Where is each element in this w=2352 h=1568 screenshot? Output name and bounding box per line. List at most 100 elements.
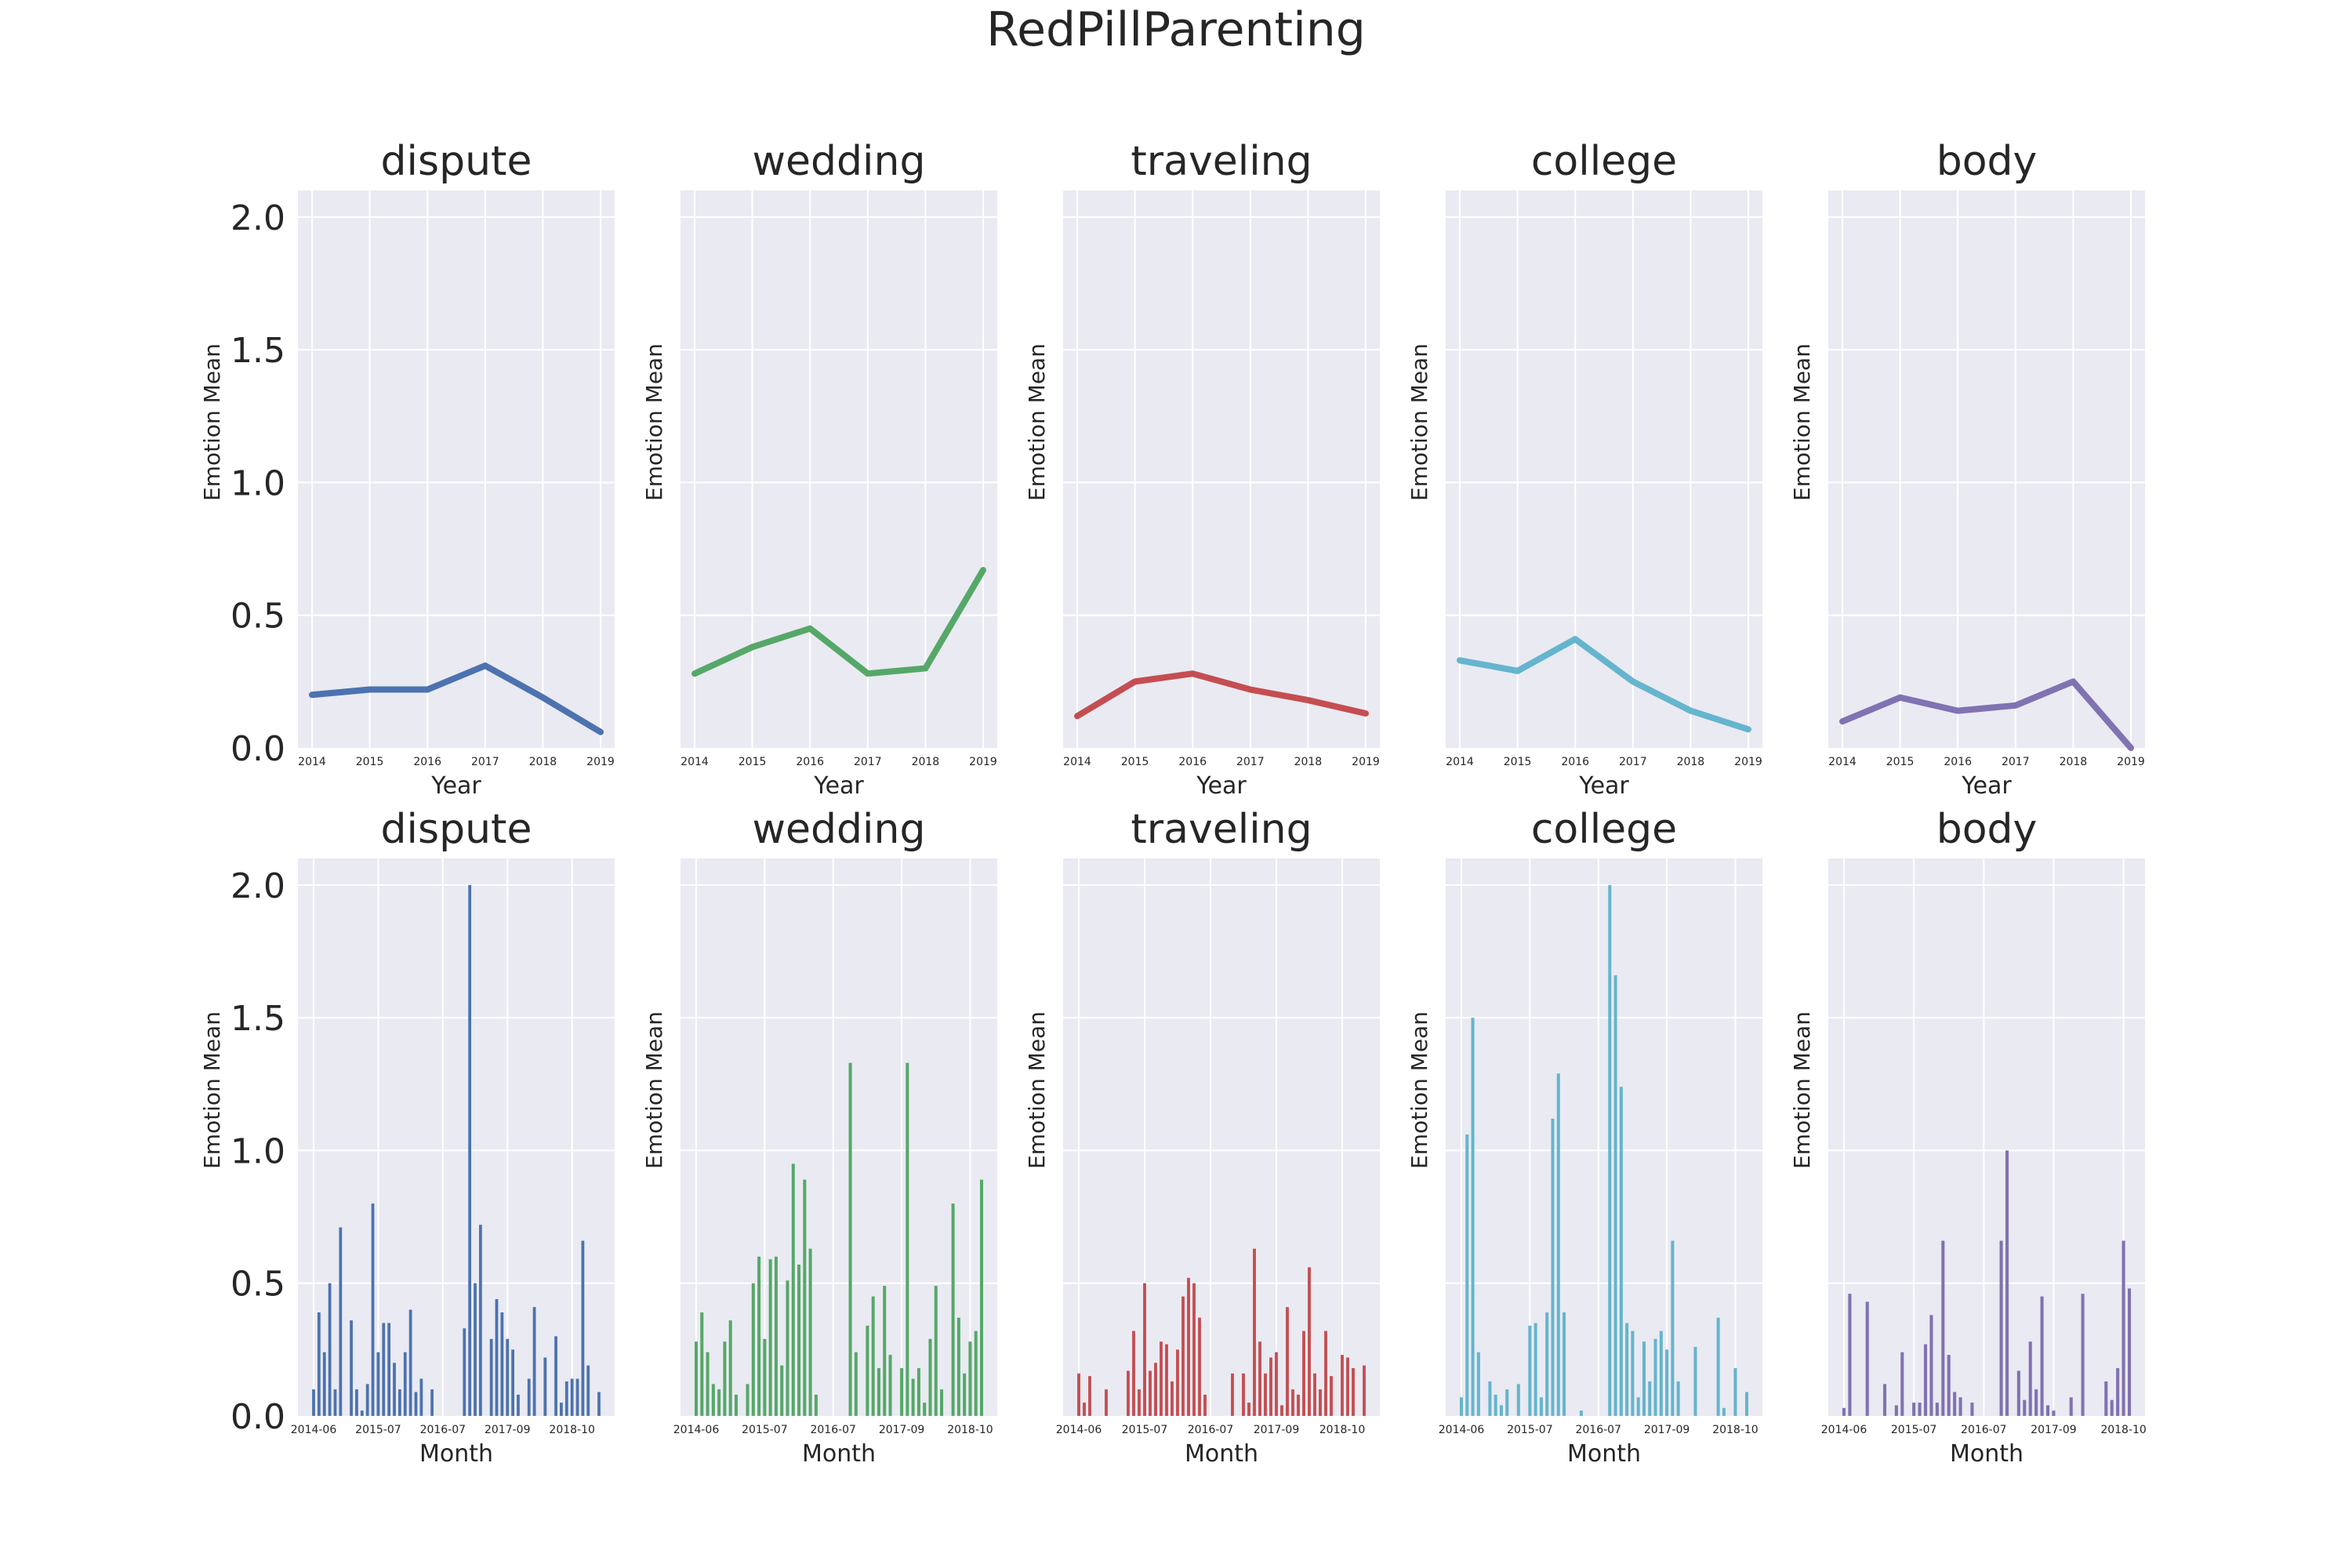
y-axis-label: Emotion Mean bbox=[1406, 1011, 1432, 1169]
x-axis-label: Year bbox=[813, 772, 864, 800]
bar bbox=[474, 1283, 477, 1416]
bar bbox=[1722, 1407, 1726, 1416]
x-axis-label: Month bbox=[419, 1440, 493, 1468]
bar bbox=[1671, 1240, 1675, 1416]
bar bbox=[575, 1378, 579, 1416]
x-tick-label: 2015-07 bbox=[355, 1424, 401, 1436]
x-tick-label: 2014-06 bbox=[1821, 1424, 1867, 1436]
bar bbox=[1716, 1317, 1720, 1416]
bar bbox=[2116, 1368, 2120, 1416]
y-tick-label: 2.0 bbox=[230, 198, 285, 238]
bar bbox=[500, 1312, 504, 1416]
bar bbox=[700, 1312, 704, 1416]
bar bbox=[940, 1389, 944, 1416]
y-tick-label: 1.0 bbox=[230, 463, 285, 503]
bar bbox=[1264, 1373, 1267, 1416]
bar bbox=[350, 1320, 353, 1416]
x-tick-label: 2016-07 bbox=[1188, 1424, 1234, 1436]
bar bbox=[1160, 1341, 1163, 1416]
bar bbox=[706, 1352, 710, 1416]
series-line bbox=[691, 567, 986, 677]
bar bbox=[1198, 1317, 1201, 1416]
x-tick-label: 2014 bbox=[298, 756, 326, 768]
bar bbox=[1676, 1381, 1680, 1416]
bar bbox=[543, 1357, 547, 1416]
bar bbox=[968, 1341, 972, 1416]
bar bbox=[956, 1317, 960, 1416]
bar bbox=[355, 1389, 358, 1416]
bar bbox=[1625, 1323, 1629, 1416]
subplot-traveling-yearly: Emotion Mean traveling Year 2014 2015 2016 201… bbox=[1024, 138, 1380, 800]
plot-background bbox=[1446, 191, 1762, 748]
x-tick-label: 2018-10 bbox=[947, 1424, 993, 1436]
bar bbox=[1631, 1330, 1635, 1416]
bar bbox=[1127, 1370, 1130, 1416]
subplot-body-yearly: Emotion Mean body Year 2014 2015 2016 2017 2018… bbox=[1789, 138, 2145, 800]
x-tick-label: 2015-07 bbox=[1507, 1424, 1553, 1436]
y-tick-label: 0.5 bbox=[230, 597, 285, 637]
bar bbox=[848, 1062, 852, 1416]
x-tick-label: 2014 bbox=[1446, 756, 1474, 768]
bar bbox=[1545, 1312, 1549, 1416]
bar bbox=[1848, 1294, 1852, 1416]
bar bbox=[1970, 1403, 1974, 1416]
x-axis-label: Month bbox=[802, 1440, 876, 1468]
subplot-college-monthly: Emotion Mean college Month 2014-06 2015-07 20… bbox=[1406, 806, 1762, 1468]
bar bbox=[1505, 1389, 1509, 1416]
y-tick-label: 2.0 bbox=[230, 866, 285, 906]
bar bbox=[1138, 1389, 1141, 1416]
bar bbox=[2052, 1410, 2056, 1416]
bar bbox=[2045, 1405, 2050, 1416]
x-tick-label: 2015 bbox=[739, 756, 767, 768]
plot-background bbox=[298, 858, 615, 1416]
subplot-title: wedding bbox=[753, 138, 926, 185]
bar bbox=[430, 1389, 434, 1416]
series-line bbox=[309, 662, 604, 735]
bar bbox=[1269, 1357, 1272, 1416]
bar bbox=[1459, 1397, 1464, 1416]
x-axis-label: Month bbox=[1567, 1440, 1641, 1468]
y-axis-label: Emotion Mean bbox=[199, 343, 225, 501]
x-tick-label: 2017 bbox=[854, 756, 882, 768]
x-axis-label: Year bbox=[1961, 772, 2012, 800]
x-tick-label: 2015-07 bbox=[1891, 1424, 1937, 1436]
bar bbox=[694, 1341, 699, 1416]
series-line bbox=[1457, 636, 1751, 733]
x-tick-label: 2016 bbox=[1944, 756, 1972, 768]
bar bbox=[717, 1389, 721, 1416]
bar bbox=[317, 1312, 321, 1416]
bar bbox=[1471, 1018, 1475, 1416]
bar bbox=[1528, 1325, 1532, 1416]
bar bbox=[1648, 1381, 1652, 1416]
x-tick-label: 2016-07 bbox=[420, 1424, 466, 1436]
bar bbox=[1918, 1403, 1922, 1416]
bar bbox=[1563, 1312, 1566, 1416]
bar bbox=[797, 1265, 801, 1416]
x-tick-label: 2014 bbox=[1063, 756, 1091, 768]
bar bbox=[1947, 1355, 1951, 1416]
bar bbox=[1143, 1283, 1146, 1416]
x-tick-label: 2016 bbox=[413, 756, 441, 768]
x-tick-label: 2017 bbox=[471, 756, 499, 768]
bar bbox=[527, 1378, 531, 1416]
bar bbox=[774, 1256, 778, 1416]
x-tick-label: 2019 bbox=[586, 756, 615, 768]
bar bbox=[1693, 1346, 1697, 1416]
bar bbox=[757, 1256, 761, 1416]
bar bbox=[1176, 1349, 1179, 1416]
bar bbox=[911, 1378, 915, 1416]
bar bbox=[883, 1286, 887, 1416]
x-tick-label: 2016-07 bbox=[810, 1424, 856, 1436]
bar bbox=[814, 1394, 818, 1416]
bar bbox=[2016, 1370, 2020, 1416]
bar bbox=[1929, 1315, 1933, 1416]
x-tick-label: 2018-10 bbox=[1712, 1424, 1759, 1436]
bar bbox=[365, 1384, 369, 1416]
bar bbox=[403, 1352, 407, 1416]
x-axis-label: Year bbox=[430, 772, 481, 800]
x-tick-label: 2019 bbox=[2117, 756, 2145, 768]
bar bbox=[877, 1368, 880, 1416]
bar bbox=[2034, 1389, 2038, 1416]
bar bbox=[2023, 1399, 2027, 1416]
bar bbox=[554, 1336, 557, 1416]
